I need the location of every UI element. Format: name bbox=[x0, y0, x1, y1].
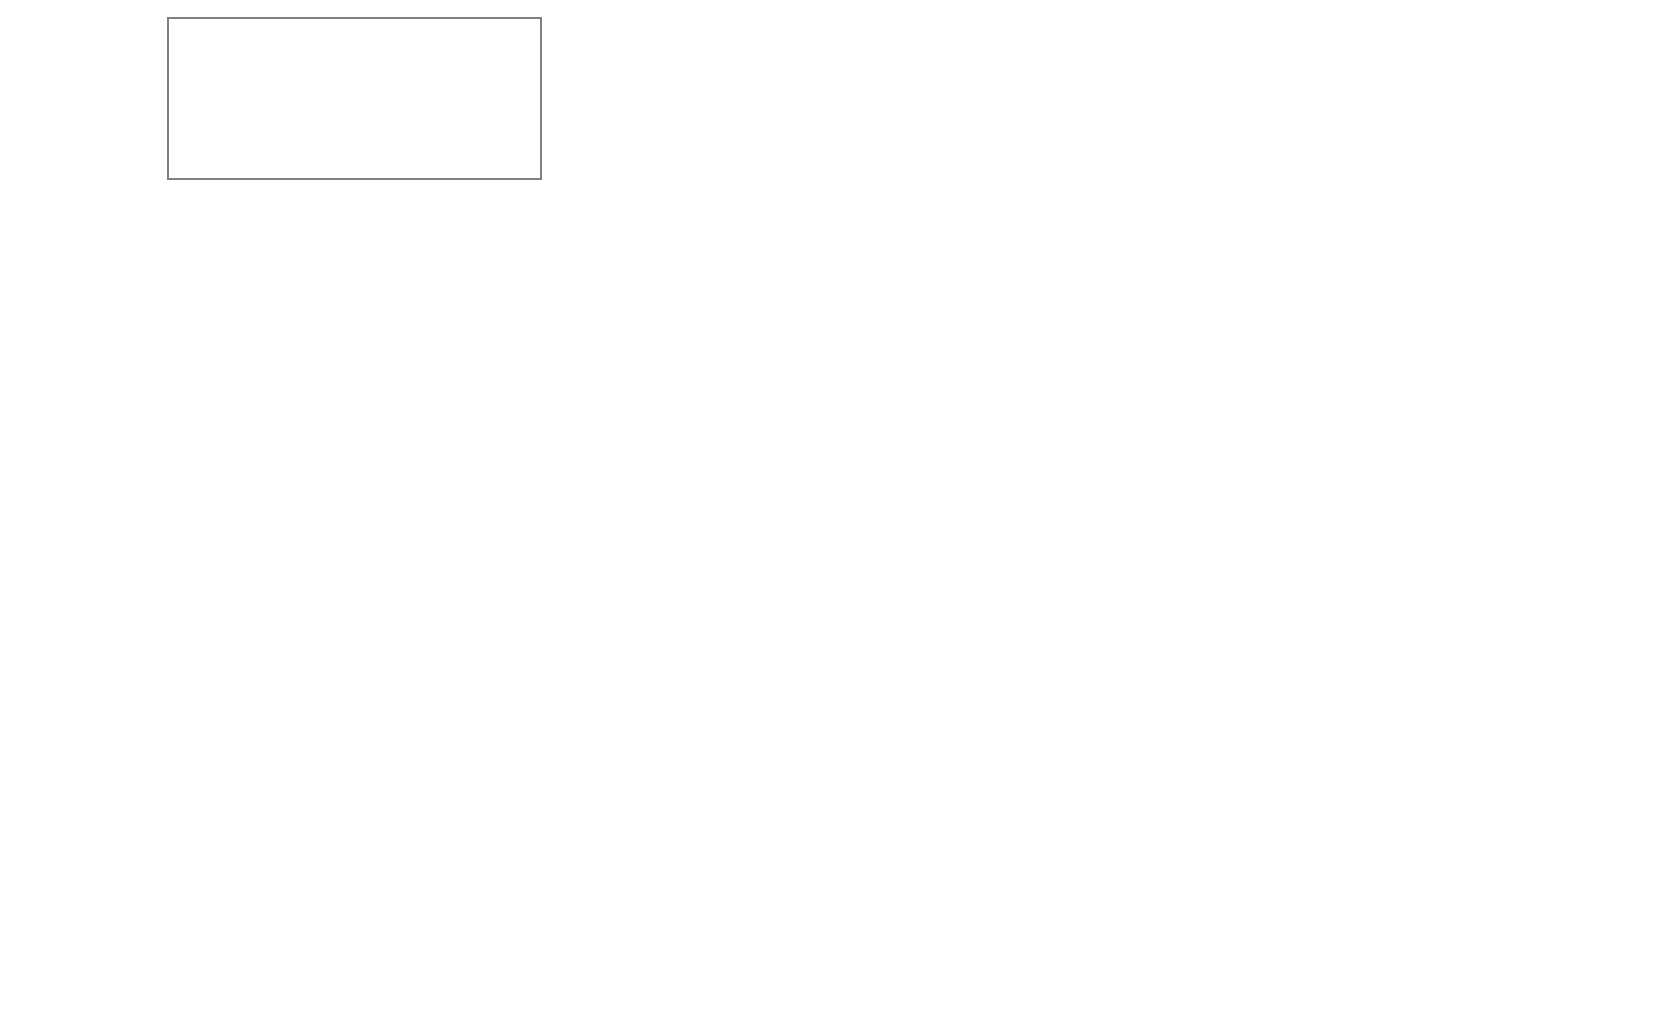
legend-item-dpdt bbox=[169, 56, 540, 86]
legend-item-theortide bbox=[169, 146, 540, 176]
legend-item-last10min bbox=[169, 116, 540, 146]
dpdt-dot-icon bbox=[224, 66, 235, 77]
legend-item-pressure bbox=[169, 26, 540, 56]
legend-item-residual bbox=[169, 86, 540, 116]
legend-box bbox=[167, 17, 542, 180]
theortide-dot-icon bbox=[224, 156, 235, 167]
pressure-dot-icon bbox=[224, 36, 235, 47]
